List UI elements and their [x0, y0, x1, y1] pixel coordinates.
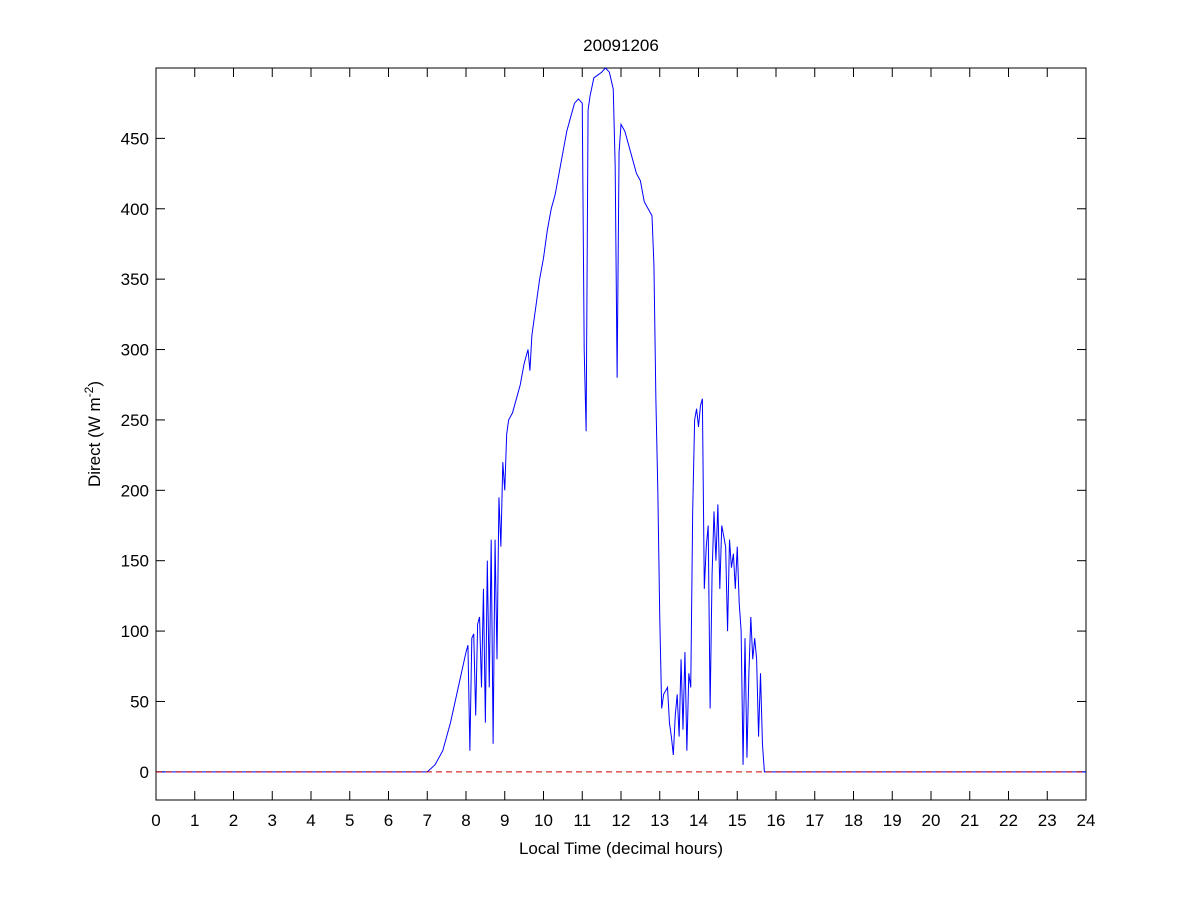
x-tick-label: 6	[384, 811, 393, 830]
x-axis-label: Local Time (decimal hours)	[519, 839, 723, 858]
x-tick-label: 10	[534, 811, 553, 830]
y-label-end: )	[85, 381, 104, 387]
x-tick-label: 17	[805, 811, 824, 830]
y-tick-label: 400	[121, 200, 149, 219]
x-tick-label: 9	[500, 811, 509, 830]
x-tick-label: 12	[612, 811, 631, 830]
y-label-sup: -2	[82, 386, 96, 397]
x-tick-label: 3	[268, 811, 277, 830]
x-tick-label: 23	[1038, 811, 1057, 830]
x-tick-label: 20	[922, 811, 941, 830]
y-tick-label: 350	[121, 270, 149, 289]
x-tick-label: 16	[767, 811, 786, 830]
y-tick-label: 200	[121, 481, 149, 500]
x-tick-label: 8	[461, 811, 470, 830]
x-tick-label: 14	[689, 811, 708, 830]
y-tick-label: 300	[121, 341, 149, 360]
x-tick-label: 22	[999, 811, 1018, 830]
x-tick-label: 21	[960, 811, 979, 830]
y-tick-label: 100	[121, 622, 149, 641]
x-tick-label: 7	[423, 811, 432, 830]
y-tick-label: 250	[121, 411, 149, 430]
x-tick-label: 0	[151, 811, 160, 830]
x-tick-label: 5	[345, 811, 354, 830]
y-tick-label: 50	[130, 692, 149, 711]
x-tick-label: 18	[844, 811, 863, 830]
y-axis-label: Direct (W m-2)	[82, 381, 104, 487]
chart-title: 20091206	[583, 36, 659, 55]
x-tick-label: 4	[306, 811, 315, 830]
y-label-main: Direct (W m	[85, 397, 104, 487]
x-tick-label: 11	[573, 811, 591, 830]
x-tick-label: 1	[190, 811, 199, 830]
x-tick-label: 19	[883, 811, 902, 830]
data-line	[156, 67, 1086, 773]
x-tick-label: 13	[650, 811, 669, 830]
plot-area	[155, 67, 1087, 801]
x-tick-label: 15	[728, 811, 747, 830]
y-tick-label: 450	[121, 129, 149, 148]
x-tick-label: 24	[1077, 811, 1096, 830]
y-tick-label: 150	[121, 552, 149, 571]
x-tick-label: 2	[229, 811, 238, 830]
y-tick-label: 0	[140, 763, 149, 782]
